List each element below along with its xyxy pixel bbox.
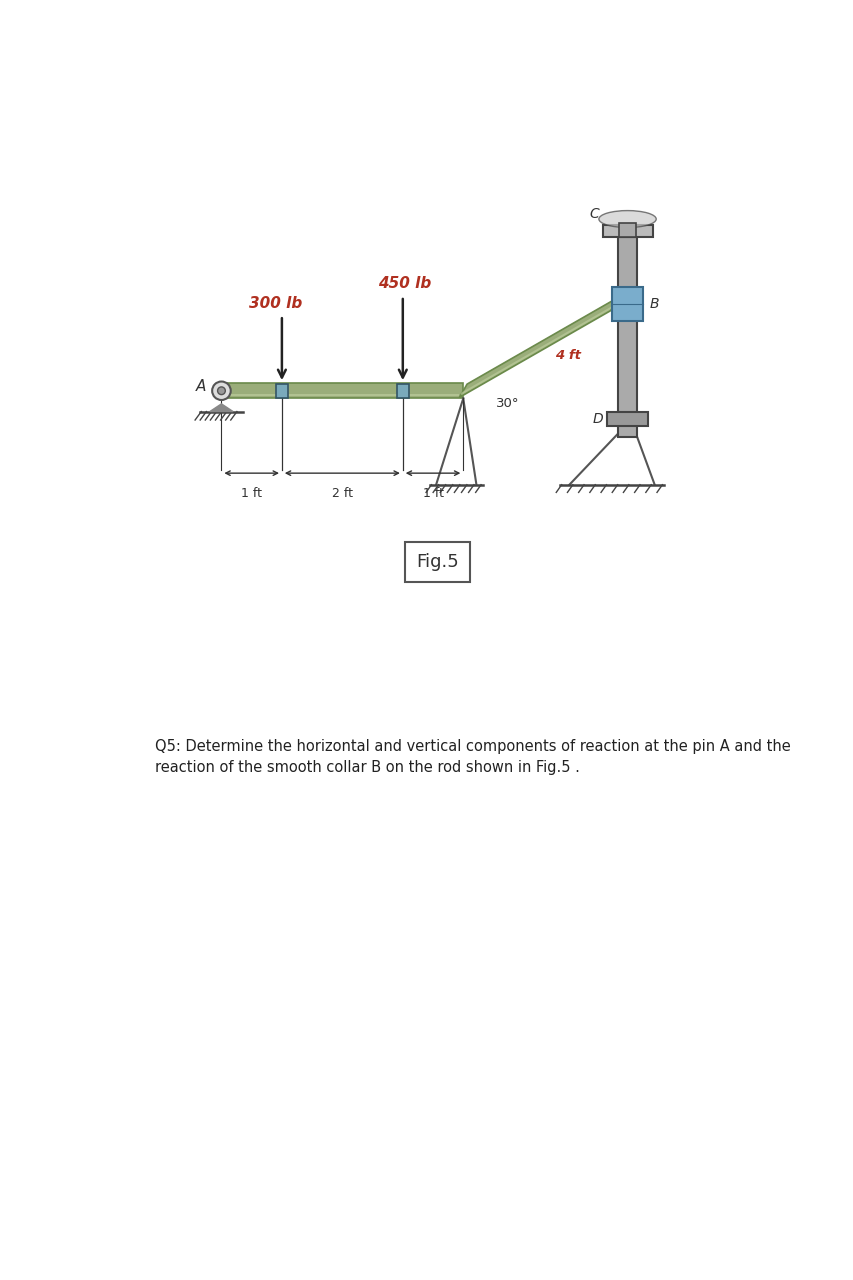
- Bar: [618, 223, 635, 237]
- Text: C: C: [589, 207, 598, 221]
- Polygon shape: [210, 404, 233, 412]
- Polygon shape: [461, 306, 612, 396]
- Bar: [606, 412, 647, 426]
- Ellipse shape: [598, 211, 655, 228]
- Circle shape: [212, 381, 230, 399]
- Text: 450 lb: 450 lb: [377, 275, 431, 291]
- Bar: [612, 287, 642, 321]
- Bar: [276, 384, 287, 398]
- Text: 4 ft: 4 ft: [554, 349, 580, 362]
- Circle shape: [218, 387, 225, 394]
- Text: B: B: [648, 297, 658, 311]
- Text: Q5: Determine the horizontal and vertical components of reaction at the pin A an: Q5: Determine the horizontal and vertica…: [154, 739, 790, 774]
- Text: Fig.5: Fig.5: [415, 553, 459, 571]
- Text: 1 ft: 1 ft: [241, 486, 262, 500]
- Text: 2 ft: 2 ft: [332, 486, 352, 500]
- Text: D: D: [592, 412, 603, 426]
- Polygon shape: [463, 297, 618, 385]
- Bar: [396, 384, 409, 398]
- Text: A: A: [195, 379, 206, 394]
- Text: 300 lb: 300 lb: [249, 297, 302, 311]
- Polygon shape: [459, 297, 618, 397]
- Bar: [602, 225, 653, 237]
- Text: 30°: 30°: [496, 397, 519, 410]
- Polygon shape: [225, 394, 459, 396]
- Polygon shape: [221, 383, 462, 398]
- Text: 1 ft: 1 ft: [422, 486, 443, 500]
- Bar: [618, 237, 636, 436]
